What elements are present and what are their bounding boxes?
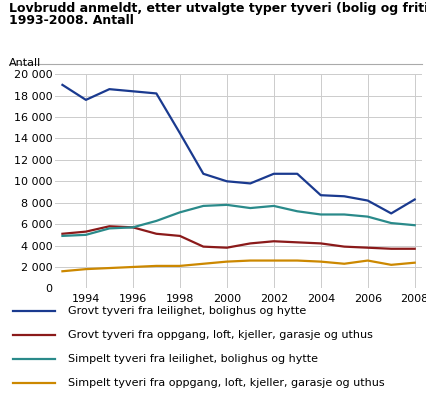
Grovt tyveri fra leilighet, bolighus og hytte bbox=[130, 89, 135, 94]
Simpelt tyveri fra oppgang, loft, kjeller, garasje og uthus bbox=[130, 265, 135, 269]
Text: Grovt tyveri fra oppgang, loft, kjeller, garasje og uthus: Grovt tyveri fra oppgang, loft, kjeller,… bbox=[68, 330, 373, 340]
Simpelt tyveri fra oppgang, loft, kjeller, garasje og uthus bbox=[365, 258, 370, 263]
Simpelt tyveri fra leilighet, bolighus og hytte bbox=[107, 226, 112, 231]
Grovt tyveri fra leilighet, bolighus og hytte bbox=[318, 193, 323, 198]
Text: Antall: Antall bbox=[9, 58, 41, 68]
Grovt tyveri fra oppgang, loft, kjeller, garasje og uthus bbox=[318, 241, 323, 246]
Simpelt tyveri fra leilighet, bolighus og hytte bbox=[130, 225, 135, 230]
Grovt tyveri fra oppgang, loft, kjeller, garasje og uthus bbox=[154, 231, 159, 236]
Line: Simpelt tyveri fra leilighet, bolighus og hytte: Simpelt tyveri fra leilighet, bolighus o… bbox=[63, 205, 414, 236]
Text: Simpelt tyveri fra oppgang, loft, kjeller, garasje og uthus: Simpelt tyveri fra oppgang, loft, kjelle… bbox=[68, 378, 385, 388]
Simpelt tyveri fra leilighet, bolighus og hytte bbox=[295, 209, 300, 214]
Simpelt tyveri fra oppgang, loft, kjeller, garasje og uthus bbox=[60, 269, 65, 274]
Grovt tyveri fra oppgang, loft, kjeller, garasje og uthus bbox=[130, 225, 135, 230]
Text: 1993-2008. Antall: 1993-2008. Antall bbox=[9, 14, 133, 28]
Simpelt tyveri fra oppgang, loft, kjeller, garasje og uthus bbox=[318, 259, 323, 264]
Grovt tyveri fra leilighet, bolighus og hytte bbox=[177, 131, 182, 136]
Grovt tyveri fra leilighet, bolighus og hytte bbox=[295, 171, 300, 176]
Simpelt tyveri fra oppgang, loft, kjeller, garasje og uthus bbox=[271, 258, 276, 263]
Line: Grovt tyveri fra oppgang, loft, kjeller, garasje og uthus: Grovt tyveri fra oppgang, loft, kjeller,… bbox=[63, 226, 414, 249]
Grovt tyveri fra leilighet, bolighus og hytte bbox=[412, 197, 417, 202]
Simpelt tyveri fra oppgang, loft, kjeller, garasje og uthus bbox=[342, 261, 347, 266]
Text: Simpelt tyveri fra leilighet, bolighus og hytte: Simpelt tyveri fra leilighet, bolighus o… bbox=[68, 354, 318, 364]
Simpelt tyveri fra oppgang, loft, kjeller, garasje og uthus bbox=[295, 258, 300, 263]
Simpelt tyveri fra leilighet, bolighus og hytte bbox=[154, 218, 159, 223]
Grovt tyveri fra oppgang, loft, kjeller, garasje og uthus bbox=[83, 229, 89, 234]
Text: Lovbrudd anmeldt, etter utvalgte typer tyveri (bolig og fritidshus).: Lovbrudd anmeldt, etter utvalgte typer t… bbox=[9, 2, 426, 15]
Simpelt tyveri fra leilighet, bolighus og hytte bbox=[224, 202, 229, 207]
Simpelt tyveri fra leilighet, bolighus og hytte bbox=[342, 212, 347, 217]
Simpelt tyveri fra leilighet, bolighus og hytte bbox=[412, 223, 417, 228]
Grovt tyveri fra oppgang, loft, kjeller, garasje og uthus bbox=[248, 241, 253, 246]
Grovt tyveri fra oppgang, loft, kjeller, garasje og uthus bbox=[365, 245, 370, 250]
Simpelt tyveri fra leilighet, bolighus og hytte bbox=[365, 214, 370, 219]
Grovt tyveri fra leilighet, bolighus og hytte bbox=[201, 171, 206, 176]
Line: Simpelt tyveri fra oppgang, loft, kjeller, garasje og uthus: Simpelt tyveri fra oppgang, loft, kjelle… bbox=[63, 260, 414, 271]
Grovt tyveri fra leilighet, bolighus og hytte bbox=[83, 97, 89, 102]
Simpelt tyveri fra oppgang, loft, kjeller, garasje og uthus bbox=[83, 267, 89, 272]
Simpelt tyveri fra oppgang, loft, kjeller, garasje og uthus bbox=[177, 263, 182, 268]
Grovt tyveri fra leilighet, bolighus og hytte bbox=[60, 82, 65, 87]
Simpelt tyveri fra leilighet, bolighus og hytte bbox=[177, 210, 182, 215]
Simpelt tyveri fra leilighet, bolighus og hytte bbox=[271, 204, 276, 208]
Simpelt tyveri fra oppgang, loft, kjeller, garasje og uthus bbox=[248, 258, 253, 263]
Simpelt tyveri fra leilighet, bolighus og hytte bbox=[389, 220, 394, 225]
Grovt tyveri fra oppgang, loft, kjeller, garasje og uthus bbox=[60, 231, 65, 236]
Grovt tyveri fra oppgang, loft, kjeller, garasje og uthus bbox=[389, 246, 394, 251]
Simpelt tyveri fra leilighet, bolighus og hytte bbox=[83, 232, 89, 237]
Simpelt tyveri fra oppgang, loft, kjeller, garasje og uthus bbox=[412, 260, 417, 265]
Grovt tyveri fra leilighet, bolighus og hytte bbox=[154, 91, 159, 96]
Grovt tyveri fra oppgang, loft, kjeller, garasje og uthus bbox=[201, 244, 206, 249]
Grovt tyveri fra leilighet, bolighus og hytte bbox=[271, 171, 276, 176]
Grovt tyveri fra leilighet, bolighus og hytte bbox=[107, 87, 112, 91]
Simpelt tyveri fra oppgang, loft, kjeller, garasje og uthus bbox=[389, 262, 394, 267]
Simpelt tyveri fra oppgang, loft, kjeller, garasje og uthus bbox=[107, 266, 112, 271]
Simpelt tyveri fra leilighet, bolighus og hytte bbox=[60, 234, 65, 239]
Simpelt tyveri fra leilighet, bolighus og hytte bbox=[318, 212, 323, 217]
Simpelt tyveri fra leilighet, bolighus og hytte bbox=[248, 206, 253, 211]
Simpelt tyveri fra oppgang, loft, kjeller, garasje og uthus bbox=[224, 259, 229, 264]
Grovt tyveri fra oppgang, loft, kjeller, garasje og uthus bbox=[295, 240, 300, 245]
Grovt tyveri fra leilighet, bolighus og hytte bbox=[389, 211, 394, 216]
Grovt tyveri fra leilighet, bolighus og hytte bbox=[365, 198, 370, 203]
Grovt tyveri fra oppgang, loft, kjeller, garasje og uthus bbox=[107, 224, 112, 229]
Simpelt tyveri fra oppgang, loft, kjeller, garasje og uthus bbox=[201, 261, 206, 266]
Grovt tyveri fra oppgang, loft, kjeller, garasje og uthus bbox=[224, 245, 229, 250]
Grovt tyveri fra oppgang, loft, kjeller, garasje og uthus bbox=[342, 244, 347, 249]
Grovt tyveri fra leilighet, bolighus og hytte bbox=[248, 181, 253, 186]
Grovt tyveri fra leilighet, bolighus og hytte bbox=[224, 179, 229, 184]
Grovt tyveri fra oppgang, loft, kjeller, garasje og uthus bbox=[271, 239, 276, 244]
Grovt tyveri fra oppgang, loft, kjeller, garasje og uthus bbox=[177, 234, 182, 239]
Grovt tyveri fra leilighet, bolighus og hytte bbox=[342, 194, 347, 199]
Grovt tyveri fra oppgang, loft, kjeller, garasje og uthus bbox=[412, 246, 417, 251]
Simpelt tyveri fra oppgang, loft, kjeller, garasje og uthus bbox=[154, 263, 159, 268]
Text: Grovt tyveri fra leilighet, bolighus og hytte: Grovt tyveri fra leilighet, bolighus og … bbox=[68, 306, 306, 316]
Simpelt tyveri fra leilighet, bolighus og hytte bbox=[201, 204, 206, 208]
Line: Grovt tyveri fra leilighet, bolighus og hytte: Grovt tyveri fra leilighet, bolighus og … bbox=[63, 85, 414, 213]
